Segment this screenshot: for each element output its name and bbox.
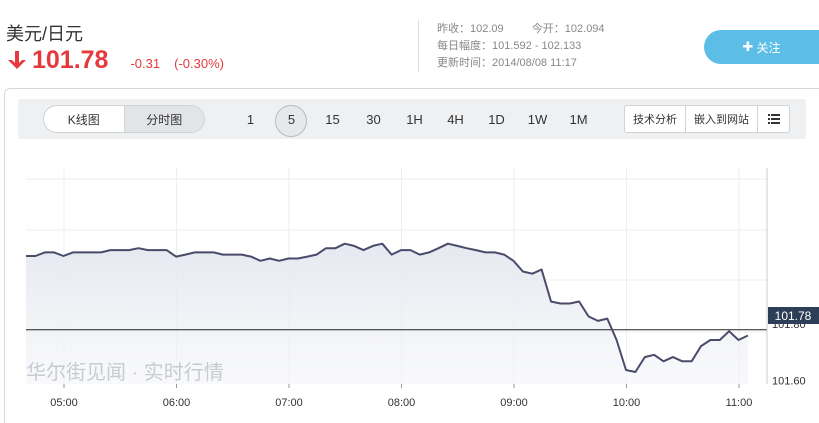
header-divider [418,20,419,72]
tab-timeshare[interactable]: 分时图 [123,106,204,132]
chart-toolbar: K线图 分时图 1 5 15 30 1H 4H 1D 1W 1M 技术分析 嵌入… [18,99,806,139]
period-1d[interactable]: 1D [488,111,505,127]
x-tick-label: 11:00 [726,397,753,409]
tech-analysis-button[interactable]: 技术分析 [633,114,677,126]
updated-value: 2014/08/08 11:17 [492,57,577,69]
current-price-tag-label: 101.78 [775,309,812,323]
period-15[interactable]: 15 [325,111,340,127]
period-1w[interactable]: 1W [527,111,548,127]
period-1[interactable]: 1 [246,111,255,127]
prev-close-label: 昨收： [437,23,470,35]
tab-kline[interactable]: K线图 [67,112,100,127]
period-1h[interactable]: 1H [406,111,423,127]
price-row: 101.78 -0.31 (-0.30%) [6,46,224,75]
current-price-tag [768,307,819,324]
follow-label: 关注 [756,40,781,55]
x-tick-label: 09:00 [500,397,528,409]
prev-close-value: 102.09 [470,23,504,35]
chart-tools: 技术分析 嵌入到网站 [624,105,790,133]
range-value: 101.592 - 102.133 [492,40,582,52]
open-value: 102.094 [564,23,605,35]
current-price: 101.78 [32,46,109,74]
period-1m[interactable]: 1M [569,111,588,127]
x-tick-label: 10:00 [613,397,641,409]
quote-stats: 昨收：102.09 今开：102.094 每日幅度：101.592 - 102.… [437,21,605,72]
plus-icon: ✚ [742,39,754,54]
price-series-line [26,242,749,373]
open-label: 今开： [531,23,565,35]
period-selector: 1 5 15 30 1H 4H 1D 1W 1M [230,99,599,139]
price-area [26,243,748,384]
arrow-down-icon [8,51,26,69]
follow-button[interactable]: ✚ 关注 [704,30,819,64]
embed-button[interactable]: 嵌入到网站 [685,106,757,132]
currency-pair-title: 美元/日元 [6,24,84,44]
updated-label: 更新时间： [437,57,492,69]
range-label: 每日幅度： [437,40,492,52]
period-5[interactable]: 5 [271,104,312,137]
price-change: -0.31 [130,56,161,71]
x-tick-label: 05:00 [50,397,78,409]
price-change-percent: (-0.30%) [174,56,224,71]
chart-type-toggle: K线图 分时图 [43,105,205,133]
list-icon[interactable] [757,106,789,132]
x-tick-label: 08:00 [388,397,416,409]
period-30[interactable]: 30 [366,111,381,127]
x-tick-label: 07:00 [275,397,303,409]
watermark: 华尔街见闻 · 实时行情 [26,361,224,384]
y-tick-label: 101.60 [772,375,806,387]
x-tick-label: 06:00 [163,397,191,409]
period-4h[interactable]: 4H [447,111,464,127]
